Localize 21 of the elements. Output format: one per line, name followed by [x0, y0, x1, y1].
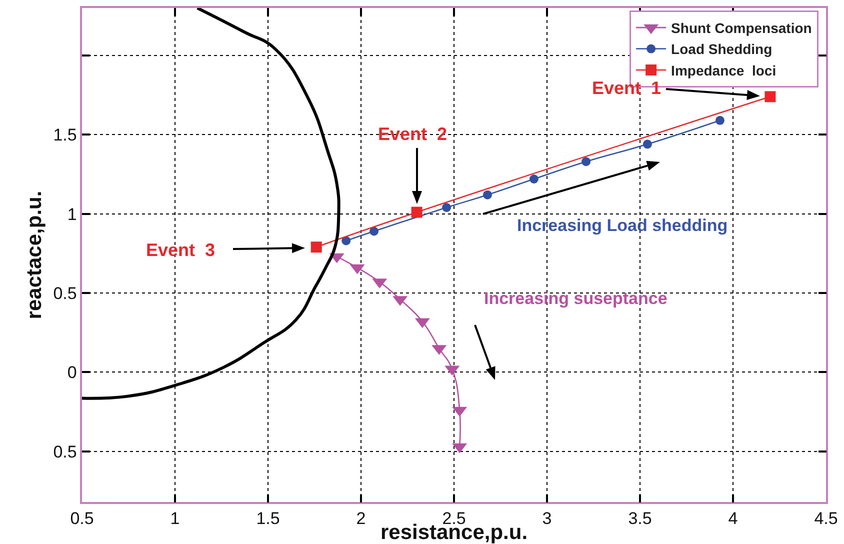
- y-axis-title: reactace,p.u.: [22, 190, 46, 320]
- x-tick-label: 4: [728, 509, 738, 528]
- x-tick-label: 2.5: [442, 509, 466, 528]
- x-tick-label: 1.5: [256, 509, 280, 528]
- y-tick-label: 1: [67, 204, 77, 224]
- y-tick-label: 0.5: [53, 284, 77, 303]
- x-tick-label: 2: [356, 509, 366, 528]
- annotation: Increasing suseptance: [484, 289, 668, 308]
- y-tick-label: 0.5: [53, 442, 77, 462]
- annotation: Event 2: [378, 124, 448, 144]
- x-tick-label: 3.5: [628, 509, 652, 528]
- annotation: Event 3: [146, 240, 216, 260]
- legend-label: Impedance loci: [671, 62, 776, 78]
- legend-label: Load Shedding: [671, 41, 772, 58]
- x-tick-label: 4.5: [814, 509, 838, 528]
- y-tick-label: 0: [67, 363, 77, 382]
- legend-label: Shunt Compensation: [671, 20, 812, 36]
- x-tick-label: 3: [542, 509, 552, 528]
- y-tick-label: 1.5: [53, 126, 77, 145]
- x-tick-label: 1: [170, 509, 180, 528]
- annotation: Increasing Load shedding: [517, 216, 728, 235]
